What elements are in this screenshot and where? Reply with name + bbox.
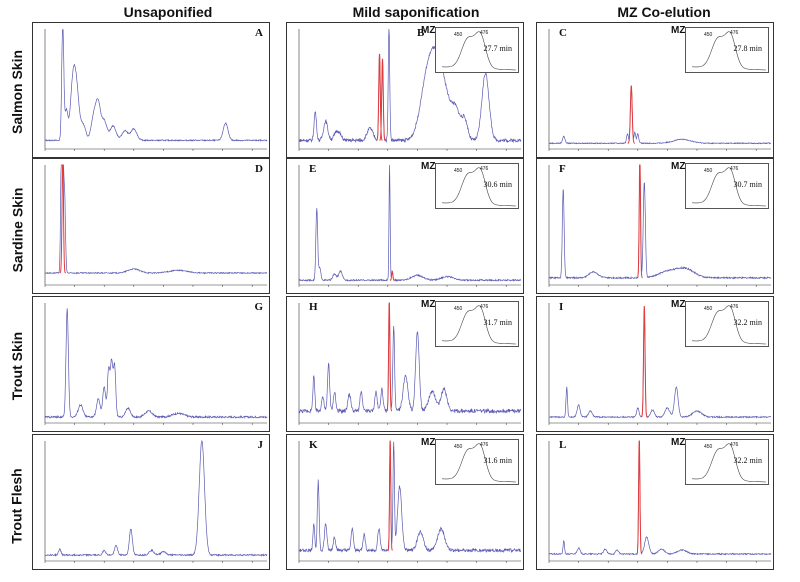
wavelength-450: 450 [454, 444, 462, 450]
chromatogram-panel-f: F MZ 450 476 30.7 min [536, 158, 774, 294]
uv-vis-spectrum-inset: 450 476 31.6 min [435, 439, 519, 485]
mz-label: MZ [421, 299, 435, 310]
wavelength-476: 476 [480, 442, 488, 448]
chromatogram-panel-b: B MZ 450 476 27.7 min [286, 22, 524, 158]
chromatogram-trace [45, 165, 267, 274]
panel-label: G [254, 301, 263, 313]
wavelength-476: 476 [480, 166, 488, 172]
mz-label: MZ [421, 25, 435, 36]
chromatogram-trace [45, 308, 267, 418]
row-label-sardine-skin: Sardine Skin [4, 160, 30, 300]
chromatogram-trace [45, 441, 267, 556]
chromatogram-panel-i: I MZ 450 476 32.2 min [536, 296, 774, 432]
chromatogram-svg [33, 159, 270, 294]
chromatogram-trace [549, 87, 771, 144]
retention-time-label: 31.6 min [484, 456, 512, 465]
uv-vis-spectrum-inset: 450 476 30.6 min [435, 163, 519, 209]
panel-label: C [559, 27, 567, 39]
meso-zeaxanthin-peak [637, 165, 642, 278]
chromatogram-svg [33, 297, 270, 432]
chromatogram-svg [33, 23, 270, 158]
uv-vis-spectrum-inset: 450 476 32.2 min [685, 439, 769, 485]
wavelength-450: 450 [704, 168, 712, 174]
wavelength-476: 476 [480, 30, 488, 36]
wavelength-450: 450 [454, 168, 462, 174]
wavelength-450: 450 [704, 306, 712, 312]
meso-zeaxanthin-peak [387, 303, 392, 411]
chromatogram-panel-e: E MZ 450 476 30.6 min [286, 158, 524, 294]
wavelength-476: 476 [730, 30, 738, 36]
panel-label: D [255, 163, 263, 175]
meso-zeaxanthin-peak [388, 441, 393, 550]
panel-label: I [559, 301, 563, 313]
chromatogram-panel-d: D [32, 158, 270, 294]
chromatogram-panel-k: K MZ 450 476 31.6 min [286, 434, 524, 570]
wavelength-450: 450 [454, 306, 462, 312]
chromatogram-trace [45, 29, 267, 141]
retention-time-label: 31.7 min [484, 318, 512, 327]
chromatogram-svg [33, 435, 270, 570]
panel-label: H [309, 301, 318, 313]
wavelength-476: 476 [730, 304, 738, 310]
chromatogram-panel-h: H MZ 450 476 31.7 min [286, 296, 524, 432]
uv-vis-spectrum-inset: 450 476 27.8 min [685, 27, 769, 73]
retention-time-label: 30.6 min [484, 180, 512, 189]
wavelength-450: 450 [704, 444, 712, 450]
chromatogram-panel-a: A [32, 22, 270, 158]
meso-zeaxanthin-peak [637, 441, 642, 554]
row-label-trout-skin: Trout Skin [4, 296, 30, 436]
retention-time-label: 32.2 min [734, 318, 762, 327]
panel-label: F [559, 163, 566, 175]
mz-label: MZ [671, 161, 685, 172]
column-header-mild-saponification: Mild saponification [286, 4, 546, 20]
panel-label: K [309, 439, 318, 451]
row-label-trout-flesh: Trout Flesh [4, 436, 30, 576]
wavelength-450: 450 [704, 32, 712, 38]
retention-time-label: 27.7 min [484, 44, 512, 53]
chromatogram-panel-g: G [32, 296, 270, 432]
panel-label: L [559, 439, 566, 451]
chromatogram-panel-c: C MZ 450 476 27.8 min [536, 22, 774, 158]
uv-vis-spectrum-inset: 450 476 30.7 min [685, 163, 769, 209]
retention-time-label: 30.7 min [734, 180, 762, 189]
wavelength-476: 476 [730, 166, 738, 172]
chromatogram-panel-j: J [32, 434, 270, 570]
wavelength-476: 476 [730, 442, 738, 448]
column-header-unsaponified: Unsaponified [38, 4, 298, 20]
wavelength-450: 450 [454, 32, 462, 38]
uv-vis-spectrum-inset: 450 476 32.2 min [685, 301, 769, 347]
mz-label: MZ [421, 437, 435, 448]
mz-label: MZ [671, 299, 685, 310]
wavelength-476: 476 [480, 304, 488, 310]
uv-vis-spectrum-inset: 450 476 31.7 min [435, 301, 519, 347]
mz-label: MZ [671, 25, 685, 36]
column-header-mz-coelution: MZ Co-elution [534, 4, 794, 20]
retention-time-label: 32.2 min [734, 456, 762, 465]
panel-label: J [258, 439, 264, 451]
chromatogram-panel-l: L MZ 450 476 32.2 min [536, 434, 774, 570]
mz-label: MZ [421, 161, 435, 172]
retention-time-label: 27.8 min [734, 44, 762, 53]
uv-vis-spectrum-inset: 450 476 27.7 min [435, 27, 519, 73]
row-label-salmon-skin: Salmon Skin [4, 22, 30, 162]
panel-label: A [255, 27, 263, 39]
panel-label: E [309, 163, 316, 175]
meso-zeaxanthin-peak [628, 86, 635, 144]
meso-zeaxanthin-peak [641, 306, 647, 417]
mz-label: MZ [671, 437, 685, 448]
